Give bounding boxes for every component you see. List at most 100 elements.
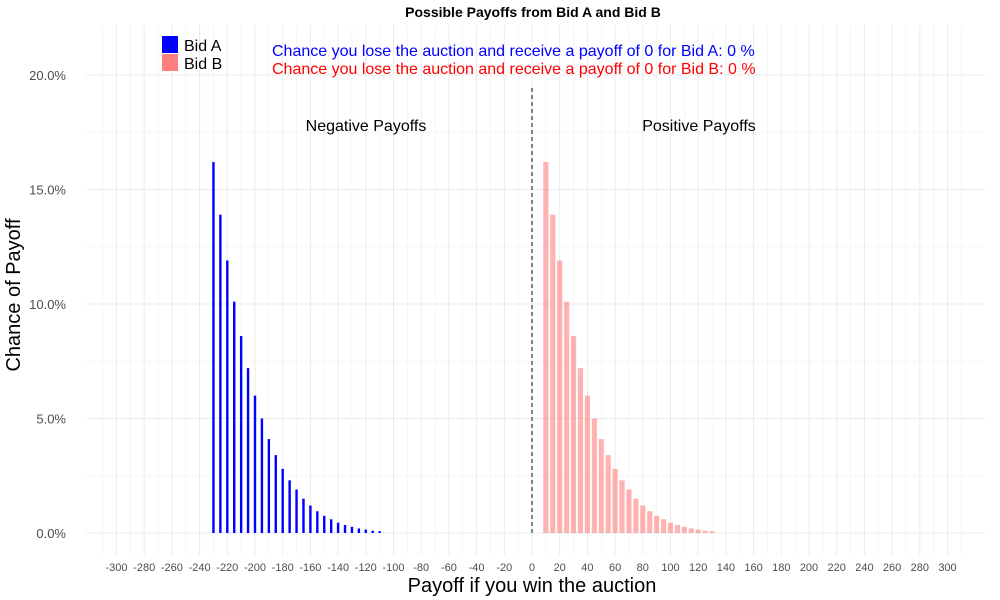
y-tick-label: 20.0% <box>29 68 66 83</box>
legend-label-bid-b: Bid B <box>184 56 222 73</box>
x-tick-label: 240 <box>855 562 873 574</box>
x-tick-label: 0 <box>529 562 535 574</box>
x-tick-label: 180 <box>772 562 790 574</box>
bid-b-bar <box>605 455 611 533</box>
x-tick-label: 280 <box>911 562 929 574</box>
x-tick-label: -300 <box>105 562 127 574</box>
bid-b-bar <box>640 505 646 533</box>
x-tick-labels: -300 -280 -260 -240 -220 -200 -180 -160 -140 -120… <box>105 562 956 574</box>
bid-b-bar <box>667 522 674 533</box>
x-tick-label: 220 <box>828 562 846 574</box>
x-tick-label: -220 <box>216 562 238 574</box>
bars-layer <box>212 162 715 533</box>
x-tick-label: -40 <box>469 562 485 574</box>
x-tick-label: -160 <box>299 562 321 574</box>
bid-b-bar <box>702 530 708 533</box>
bid-a-bar <box>329 519 333 533</box>
bid-a-bar <box>267 439 271 533</box>
x-tick-label: 160 <box>744 562 762 574</box>
x-tick-label: 100 <box>661 562 679 574</box>
annotation-bid-b: Chance you lose the auction and receive … <box>272 61 756 78</box>
bid-b-bar <box>681 526 687 533</box>
bid-a-bar <box>288 480 291 533</box>
x-tick-label: -280 <box>133 562 155 574</box>
annotation-bid-a: Chance you lose the auction and receive … <box>272 43 755 60</box>
bid-a-bar <box>323 515 326 533</box>
x-tick-label: -260 <box>161 562 183 574</box>
bid-a-bar <box>316 511 319 533</box>
bid-b-bar <box>550 214 556 533</box>
bid-a-bar <box>246 368 250 533</box>
x-tick-label: -120 <box>355 562 377 574</box>
bid-a-bar <box>371 530 374 533</box>
legend-label-bid-a: Bid A <box>184 38 222 55</box>
bid-a-bar <box>343 524 347 533</box>
bid-b-bar <box>612 468 618 533</box>
x-tick-label: -100 <box>382 562 404 574</box>
bid-b-bar <box>543 162 549 533</box>
bid-b-bar <box>674 524 681 533</box>
positive-payoffs-label: Positive Payoffs <box>642 118 756 135</box>
bid-a-bar <box>309 505 312 533</box>
bid-a-bar <box>253 395 257 533</box>
x-tick-label: -240 <box>189 562 211 574</box>
y-tick-label: 5.0% <box>36 412 66 427</box>
x-tick-label: -140 <box>327 562 349 574</box>
x-tick-label: -180 <box>272 562 294 574</box>
bid-a-bar <box>281 468 284 533</box>
x-tick-label: -80 <box>413 562 429 574</box>
bid-b-bar <box>633 498 639 533</box>
x-tick-label: 20 <box>554 562 566 574</box>
legend: Bid A Bid B <box>162 36 222 73</box>
y-tick-label: 10.0% <box>29 297 66 312</box>
bid-b-bar <box>584 395 590 533</box>
bid-a-bar <box>274 455 277 533</box>
bid-b-bar <box>695 529 701 533</box>
bid-b-bar <box>654 515 660 533</box>
bid-a-bar <box>226 260 229 533</box>
negative-payoffs-label: Negative Payoffs <box>306 118 427 135</box>
bid-b-bar <box>564 301 570 533</box>
bid-a-bar <box>239 336 243 533</box>
bid-b-bar <box>570 336 577 533</box>
x-tick-label: -20 <box>496 562 512 574</box>
x-tick-label: -60 <box>441 562 457 574</box>
bid-a-bar <box>219 214 222 533</box>
bid-a-bar <box>364 529 367 533</box>
bid-b-bar <box>557 260 563 533</box>
y-axis-title: Chance of Payoff <box>3 218 25 372</box>
bid-b-bar <box>626 489 632 533</box>
bid-b-bar <box>709 531 715 533</box>
bid-a-bar <box>350 526 354 533</box>
x-tick-label: 300 <box>938 562 956 574</box>
bid-b-bar <box>660 519 667 533</box>
legend-swatch-bid-a <box>162 36 178 53</box>
x-tick-label: 60 <box>609 562 621 574</box>
x-tick-label: 40 <box>581 562 593 574</box>
y-tick-labels: 0.0% 5.0% 10.0% 15.0% 20.0% <box>29 68 66 541</box>
x-tick-label: 140 <box>717 562 735 574</box>
bid-a-bar <box>295 489 298 533</box>
y-tick-label: 0.0% <box>36 526 66 541</box>
bid-b-bar <box>619 480 625 533</box>
minor-gridlines <box>86 25 985 555</box>
x-axis-title: Payoff if you win the auction <box>408 575 657 597</box>
bid-a-bar <box>357 528 361 533</box>
bid-b-bar <box>577 368 584 533</box>
chart-title: Possible Payoffs from Bid A and Bid B <box>405 4 661 20</box>
bid-a-bar <box>302 498 305 533</box>
bid-b-bar <box>591 418 597 533</box>
x-tick-label: 260 <box>883 562 901 574</box>
y-tick-label: 15.0% <box>29 183 66 198</box>
x-tick-label: 120 <box>689 562 707 574</box>
bid-a-bar <box>260 418 264 533</box>
x-tick-label: -200 <box>244 562 266 574</box>
x-tick-label: 200 <box>800 562 818 574</box>
x-tick-label: 80 <box>637 562 649 574</box>
legend-swatch-bid-b <box>162 54 178 71</box>
bid-a-bar <box>378 531 381 533</box>
bid-b-bar <box>647 511 653 533</box>
bid-a-bar <box>336 522 340 533</box>
bid-a-bar <box>233 301 236 533</box>
